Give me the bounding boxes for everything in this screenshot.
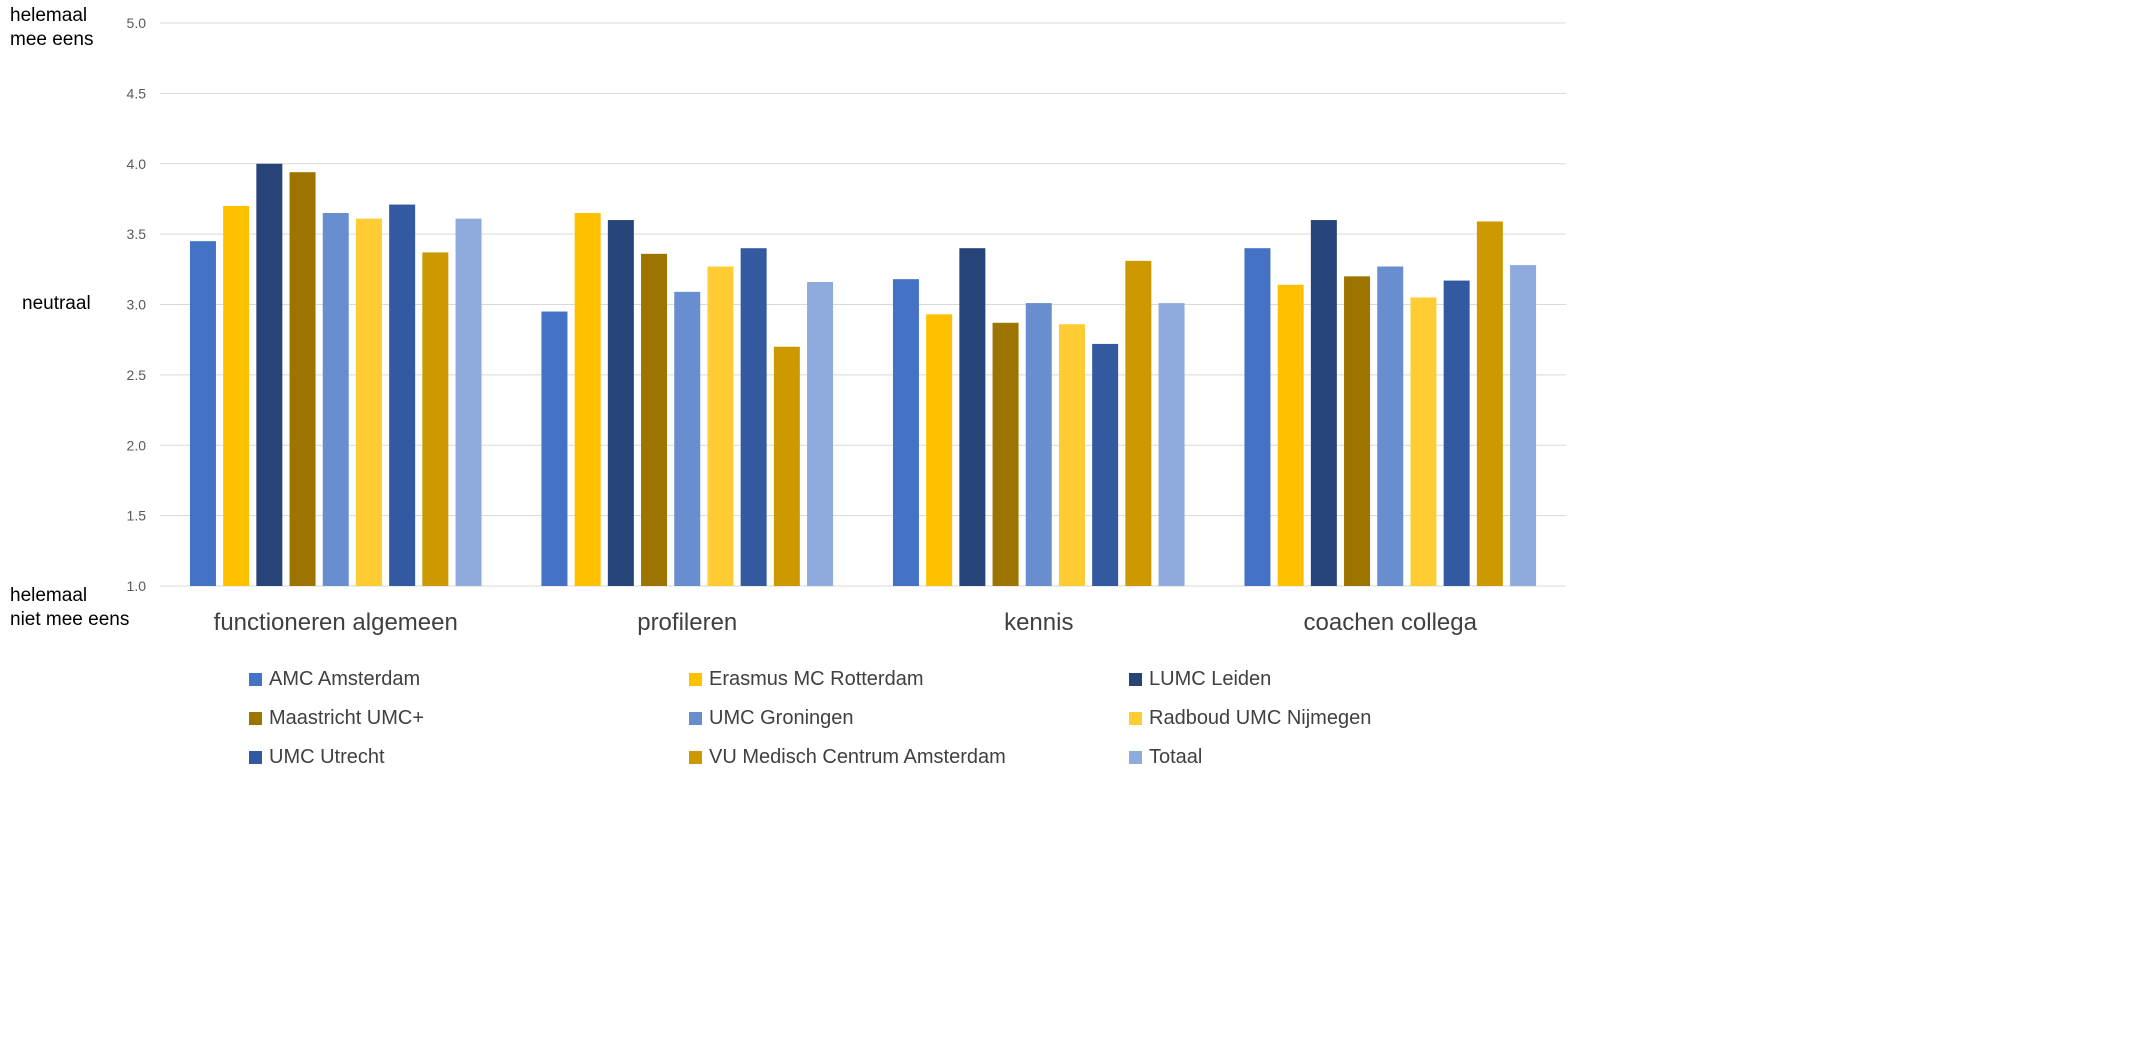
y-tick-label: 3.5 [127, 226, 147, 242]
bar [641, 253, 668, 586]
bar [992, 322, 1019, 586]
x-category-label: coachen collega [1304, 609, 1478, 636]
y-tick-label: 4.0 [127, 156, 147, 172]
bar [422, 252, 449, 587]
bar [289, 172, 316, 586]
bar [541, 311, 568, 586]
bar [389, 204, 416, 586]
bar [1310, 220, 1337, 587]
bar [959, 248, 986, 586]
bar-chart: 1.0 1.5 2.0 2.5 3.0 3.5 4.0 4.5 5.0 functioneren… [127, 15, 1566, 636]
x-category-label: functioneren algemeen [214, 609, 458, 636]
bar [807, 281, 834, 586]
y-annotation-bottom: helemaal niet mee eens [10, 585, 130, 630]
bar [1344, 276, 1371, 586]
y-tick-label: 1.0 [127, 578, 147, 594]
x-axis-category-labels: functioneren algemeen profileren kennis coa… [214, 609, 1478, 636]
y-annotation-top: helemaal mee eens [10, 5, 94, 50]
bar [455, 218, 482, 586]
bar [1092, 343, 1119, 586]
bar [773, 346, 800, 586]
x-category-label: profileren [637, 609, 737, 636]
bar [1058, 324, 1085, 586]
y-tick-label: 2.5 [127, 367, 147, 383]
bar [1158, 303, 1185, 586]
bar [674, 291, 701, 586]
bar [1244, 248, 1271, 586]
bar [892, 279, 919, 586]
y-tick-label: 4.5 [127, 85, 147, 101]
bar [1510, 265, 1537, 586]
bars [189, 163, 1537, 587]
bar [1025, 303, 1052, 586]
bar [574, 213, 601, 586]
y-tick-label: 1.5 [127, 508, 147, 524]
bar [256, 163, 283, 586]
bar [322, 213, 349, 586]
bar [355, 218, 382, 586]
bar [189, 241, 216, 586]
bar [1410, 297, 1437, 586]
bar [740, 248, 767, 586]
bar [1125, 260, 1152, 586]
bar [223, 205, 250, 586]
y-tick-label: 5.0 [127, 15, 147, 31]
bar [607, 220, 634, 587]
y-tick-label: 2.0 [127, 437, 147, 453]
bar [926, 314, 953, 586]
y-annotation-middle: neutraal [22, 293, 91, 314]
y-axis-tick-labels: 1.0 1.5 2.0 2.5 3.0 3.5 4.0 4.5 5.0 [127, 15, 147, 594]
bar [1443, 280, 1470, 586]
bar [707, 266, 734, 586]
x-category-label: kennis [1004, 609, 1073, 636]
bar [1377, 266, 1404, 586]
bar [1277, 284, 1304, 586]
y-tick-label: 3.0 [127, 297, 147, 313]
bar [1476, 221, 1503, 586]
